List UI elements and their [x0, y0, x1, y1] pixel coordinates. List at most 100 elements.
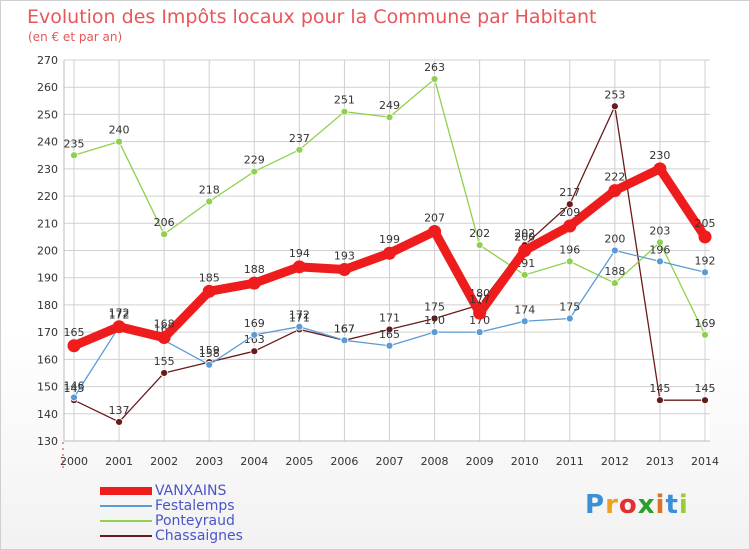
data-label: 200	[514, 231, 535, 244]
data-point	[67, 339, 81, 353]
data-label: 209	[559, 206, 580, 219]
data-label: 263	[424, 61, 445, 74]
y-tick-label: 140	[37, 408, 58, 421]
data-label: 171	[379, 311, 400, 324]
brand-letter: o	[618, 490, 638, 520]
x-tick-label: 2012	[601, 455, 629, 468]
data-label: 203	[649, 224, 670, 237]
data-label: 169	[244, 317, 265, 330]
data-point	[70, 393, 78, 402]
data-point	[115, 418, 123, 426]
data-label: 174	[514, 303, 535, 316]
data-point	[610, 246, 619, 255]
data-label: 237	[289, 132, 310, 145]
data-point	[247, 276, 261, 290]
data-label: 229	[244, 154, 265, 167]
data-label: 169	[695, 317, 716, 330]
data-label: 196	[559, 243, 580, 256]
x-tick-label: 2000	[60, 455, 88, 468]
data-label: 175	[424, 301, 445, 314]
x-tick-label: 2007	[376, 455, 404, 468]
data-point	[385, 325, 394, 334]
data-label: 165	[64, 326, 85, 339]
brand-letter: x	[637, 490, 656, 520]
data-label: 199	[379, 233, 400, 246]
data-point	[337, 263, 351, 277]
data-label: 170	[424, 314, 445, 327]
data-label: 249	[379, 99, 400, 112]
data-label: 177	[469, 293, 490, 306]
data-label: 172	[289, 309, 310, 322]
legend-label-vanxains: VANXAINS	[155, 483, 227, 499]
data-label: 205	[695, 217, 716, 230]
data-point	[112, 320, 126, 334]
data-point	[383, 246, 396, 260]
data-point	[473, 306, 487, 320]
x-tick-label: 2009	[466, 455, 494, 468]
data-label: 137	[109, 404, 130, 417]
y-tick-label: 230	[37, 163, 58, 176]
data-point	[428, 224, 442, 238]
x-tick-label: 2005	[285, 455, 313, 468]
brand-letter: t	[665, 490, 679, 520]
data-point	[202, 284, 216, 298]
legend-swatch-chassaignes	[100, 535, 152, 537]
data-label: 253	[604, 88, 625, 101]
y-tick-label: 270	[37, 54, 58, 67]
data-label: 217	[559, 186, 580, 199]
data-point	[205, 197, 214, 206]
data-point	[656, 257, 664, 266]
legend-swatch-festalemps	[100, 505, 152, 507]
data-point	[656, 238, 664, 247]
data-label: 206	[154, 216, 175, 229]
data-point	[475, 328, 484, 337]
y-tick-label: 250	[37, 108, 58, 121]
data-point	[160, 230, 169, 239]
legend-swatch-ponteyraud	[100, 520, 152, 522]
brand-letter: i	[678, 490, 689, 520]
data-point	[520, 271, 529, 279]
data-label: 172	[109, 307, 130, 320]
y-tick-label: 150	[37, 381, 58, 394]
data-point	[653, 162, 667, 176]
data-point	[701, 396, 709, 405]
legend-label-ponteyraud: Ponteyraud	[155, 513, 235, 529]
data-label: 222	[604, 171, 625, 184]
data-label: 235	[64, 137, 85, 150]
data-point	[565, 257, 574, 266]
data-point	[295, 322, 304, 331]
y-tick-label: 180	[37, 299, 58, 312]
data-point	[610, 102, 619, 111]
data-point	[385, 341, 394, 350]
data-label: 146	[64, 379, 85, 392]
data-label: 175	[559, 301, 580, 314]
data-label: 202	[514, 227, 535, 240]
data-point	[608, 184, 622, 198]
data-point	[115, 137, 123, 146]
data-label: 145	[695, 382, 716, 395]
data-point	[340, 107, 349, 116]
data-label: 168	[154, 318, 175, 331]
data-label: 196	[649, 243, 670, 256]
x-tick-label: 2003	[195, 455, 223, 468]
x-tick-label: 2002	[150, 455, 178, 468]
y-tick-label: 160	[37, 353, 58, 366]
data-label: 165	[379, 328, 400, 341]
brand-letter: r	[605, 490, 619, 520]
data-label: 193	[334, 250, 355, 263]
brand-logo: Proxiti	[585, 490, 689, 520]
y-tick-label: 130	[37, 435, 58, 448]
data-point	[295, 145, 304, 154]
data-point	[385, 113, 394, 122]
legend-label-chassaignes: Chassaignes	[155, 528, 243, 544]
data-point	[250, 330, 259, 339]
data-label: 145	[64, 382, 85, 395]
data-point	[563, 219, 577, 233]
x-tick-label: 2010	[511, 455, 539, 468]
data-point	[157, 331, 171, 345]
chart-subtitle: (en € et par an)	[28, 30, 123, 44]
y-tick-label: 170	[37, 326, 58, 339]
data-point	[250, 167, 259, 176]
y-tick-label: 220	[37, 190, 58, 203]
data-point	[698, 230, 712, 244]
